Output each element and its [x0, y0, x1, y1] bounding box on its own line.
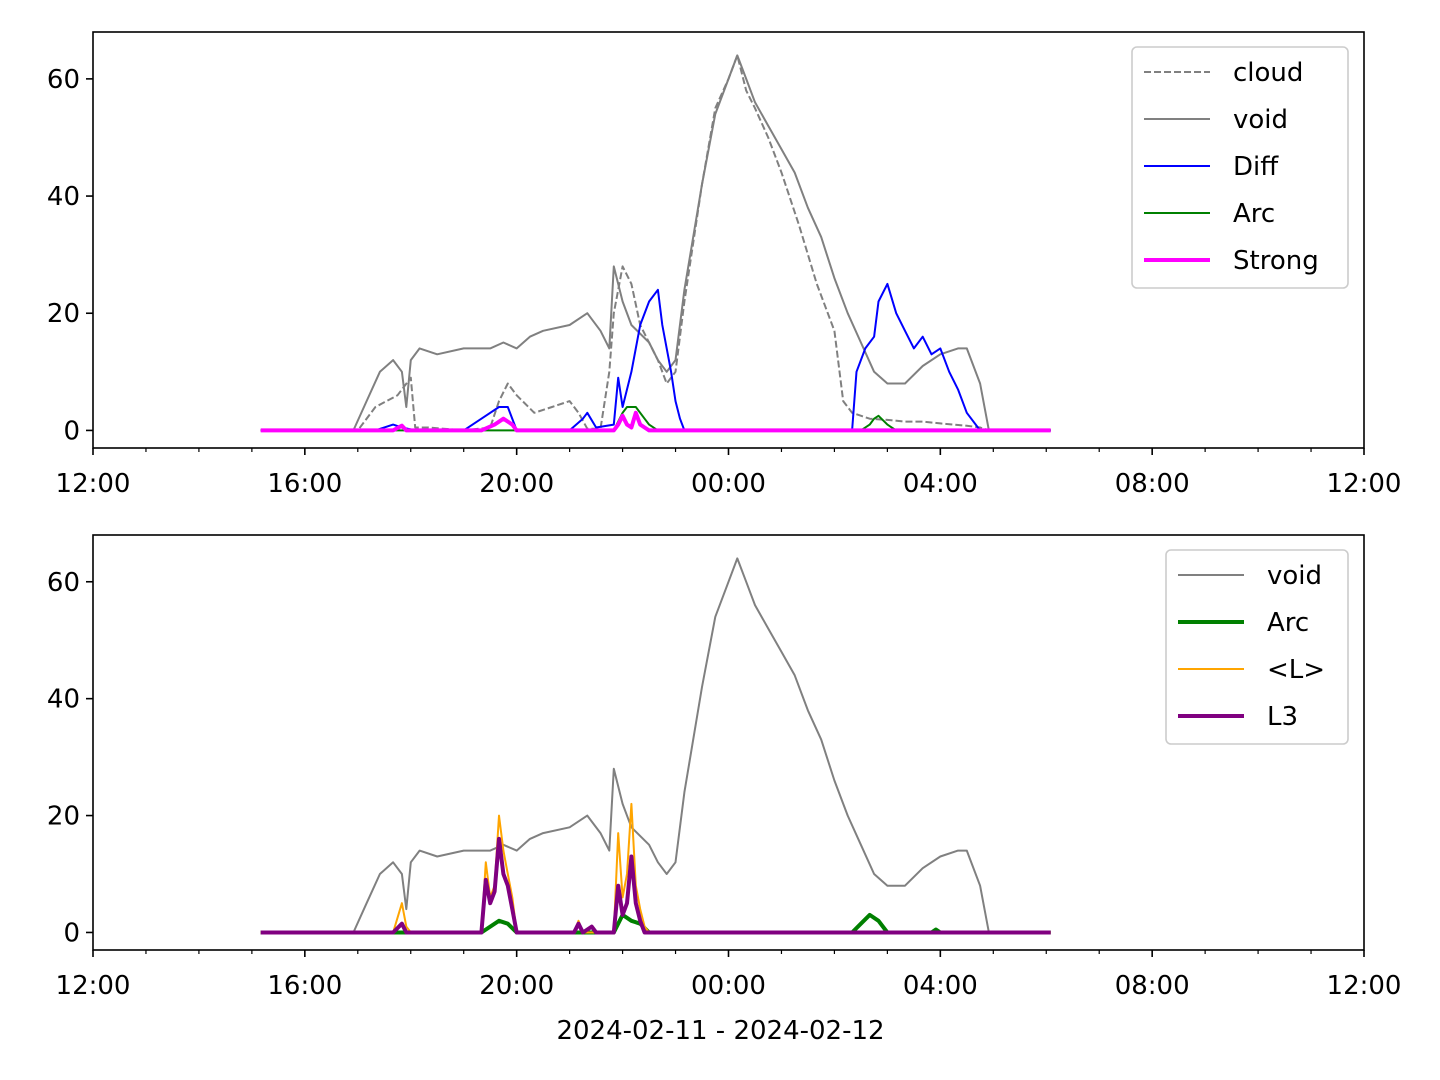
legend-label-arc: Arc — [1233, 199, 1275, 229]
y-tick-label: 60 — [47, 65, 80, 95]
y-tick-label: 20 — [47, 299, 80, 329]
legend-label-l: <L> — [1267, 655, 1325, 685]
x-tick-label: 12:00 — [56, 971, 131, 1001]
x-tick-label: 12:00 — [56, 469, 131, 499]
legend-label-strong: Strong — [1233, 246, 1319, 276]
series-line-strong — [260, 410, 1051, 433]
x-tick-label: 08:00 — [1115, 469, 1190, 499]
x-tick-label: 00:00 — [691, 469, 766, 499]
y-tick-label: 40 — [47, 685, 80, 715]
x-tick-label: 04:00 — [903, 971, 978, 1001]
series-line-l3 — [260, 836, 1051, 935]
legend: void Arc <L> L3 — [1165, 549, 1349, 745]
top-panel: 0 20 40 60 12:00 16:00 20:00 00:00 04:00 08:00 12:… — [47, 31, 1402, 499]
legend-label-l3: L3 — [1267, 702, 1298, 732]
x-tick-label: 16:00 — [267, 971, 342, 1001]
x-tick-label: 08:00 — [1115, 971, 1190, 1001]
y-tick-label: 0 — [63, 918, 80, 948]
legend-box — [1165, 549, 1349, 745]
x-tick-label: 20:00 — [479, 971, 554, 1001]
bottom-panel: 0 20 40 60 12:00 16:00 20:00 00:00 04:00 08:00 12:… — [47, 534, 1402, 1046]
y-tick-label: 0 — [63, 416, 80, 446]
x-tick-label: 12:00 — [1327, 469, 1402, 499]
y-tick-label: 40 — [47, 182, 80, 212]
legend-label-void: void — [1267, 561, 1322, 591]
y-tick-label: 20 — [47, 802, 80, 832]
series-group — [260, 557, 1051, 935]
legend-label-diff: Diff — [1233, 152, 1279, 182]
legend-label-void: void — [1233, 105, 1288, 135]
y-tick-label: 60 — [47, 568, 80, 598]
x-tick-label: 00:00 — [691, 971, 766, 1001]
series-line-void — [260, 54, 1051, 432]
legend-label-cloud: cloud — [1233, 58, 1303, 88]
x-axis-label: 2024-02-11 - 2024-02-12 — [556, 1016, 884, 1046]
x-tick-label: 12:00 — [1327, 971, 1402, 1001]
legend-box — [1131, 46, 1349, 289]
series-line-void — [260, 557, 1051, 934]
x-tick-label: 20:00 — [479, 469, 554, 499]
legend-label-arc: Arc — [1267, 608, 1309, 638]
series-line-diff — [260, 282, 1051, 432]
x-tick-label: 04:00 — [903, 469, 978, 499]
legend: cloud void Diff Arc Strong — [1131, 46, 1349, 289]
x-tick-label: 16:00 — [267, 469, 342, 499]
series-group — [260, 54, 1051, 433]
